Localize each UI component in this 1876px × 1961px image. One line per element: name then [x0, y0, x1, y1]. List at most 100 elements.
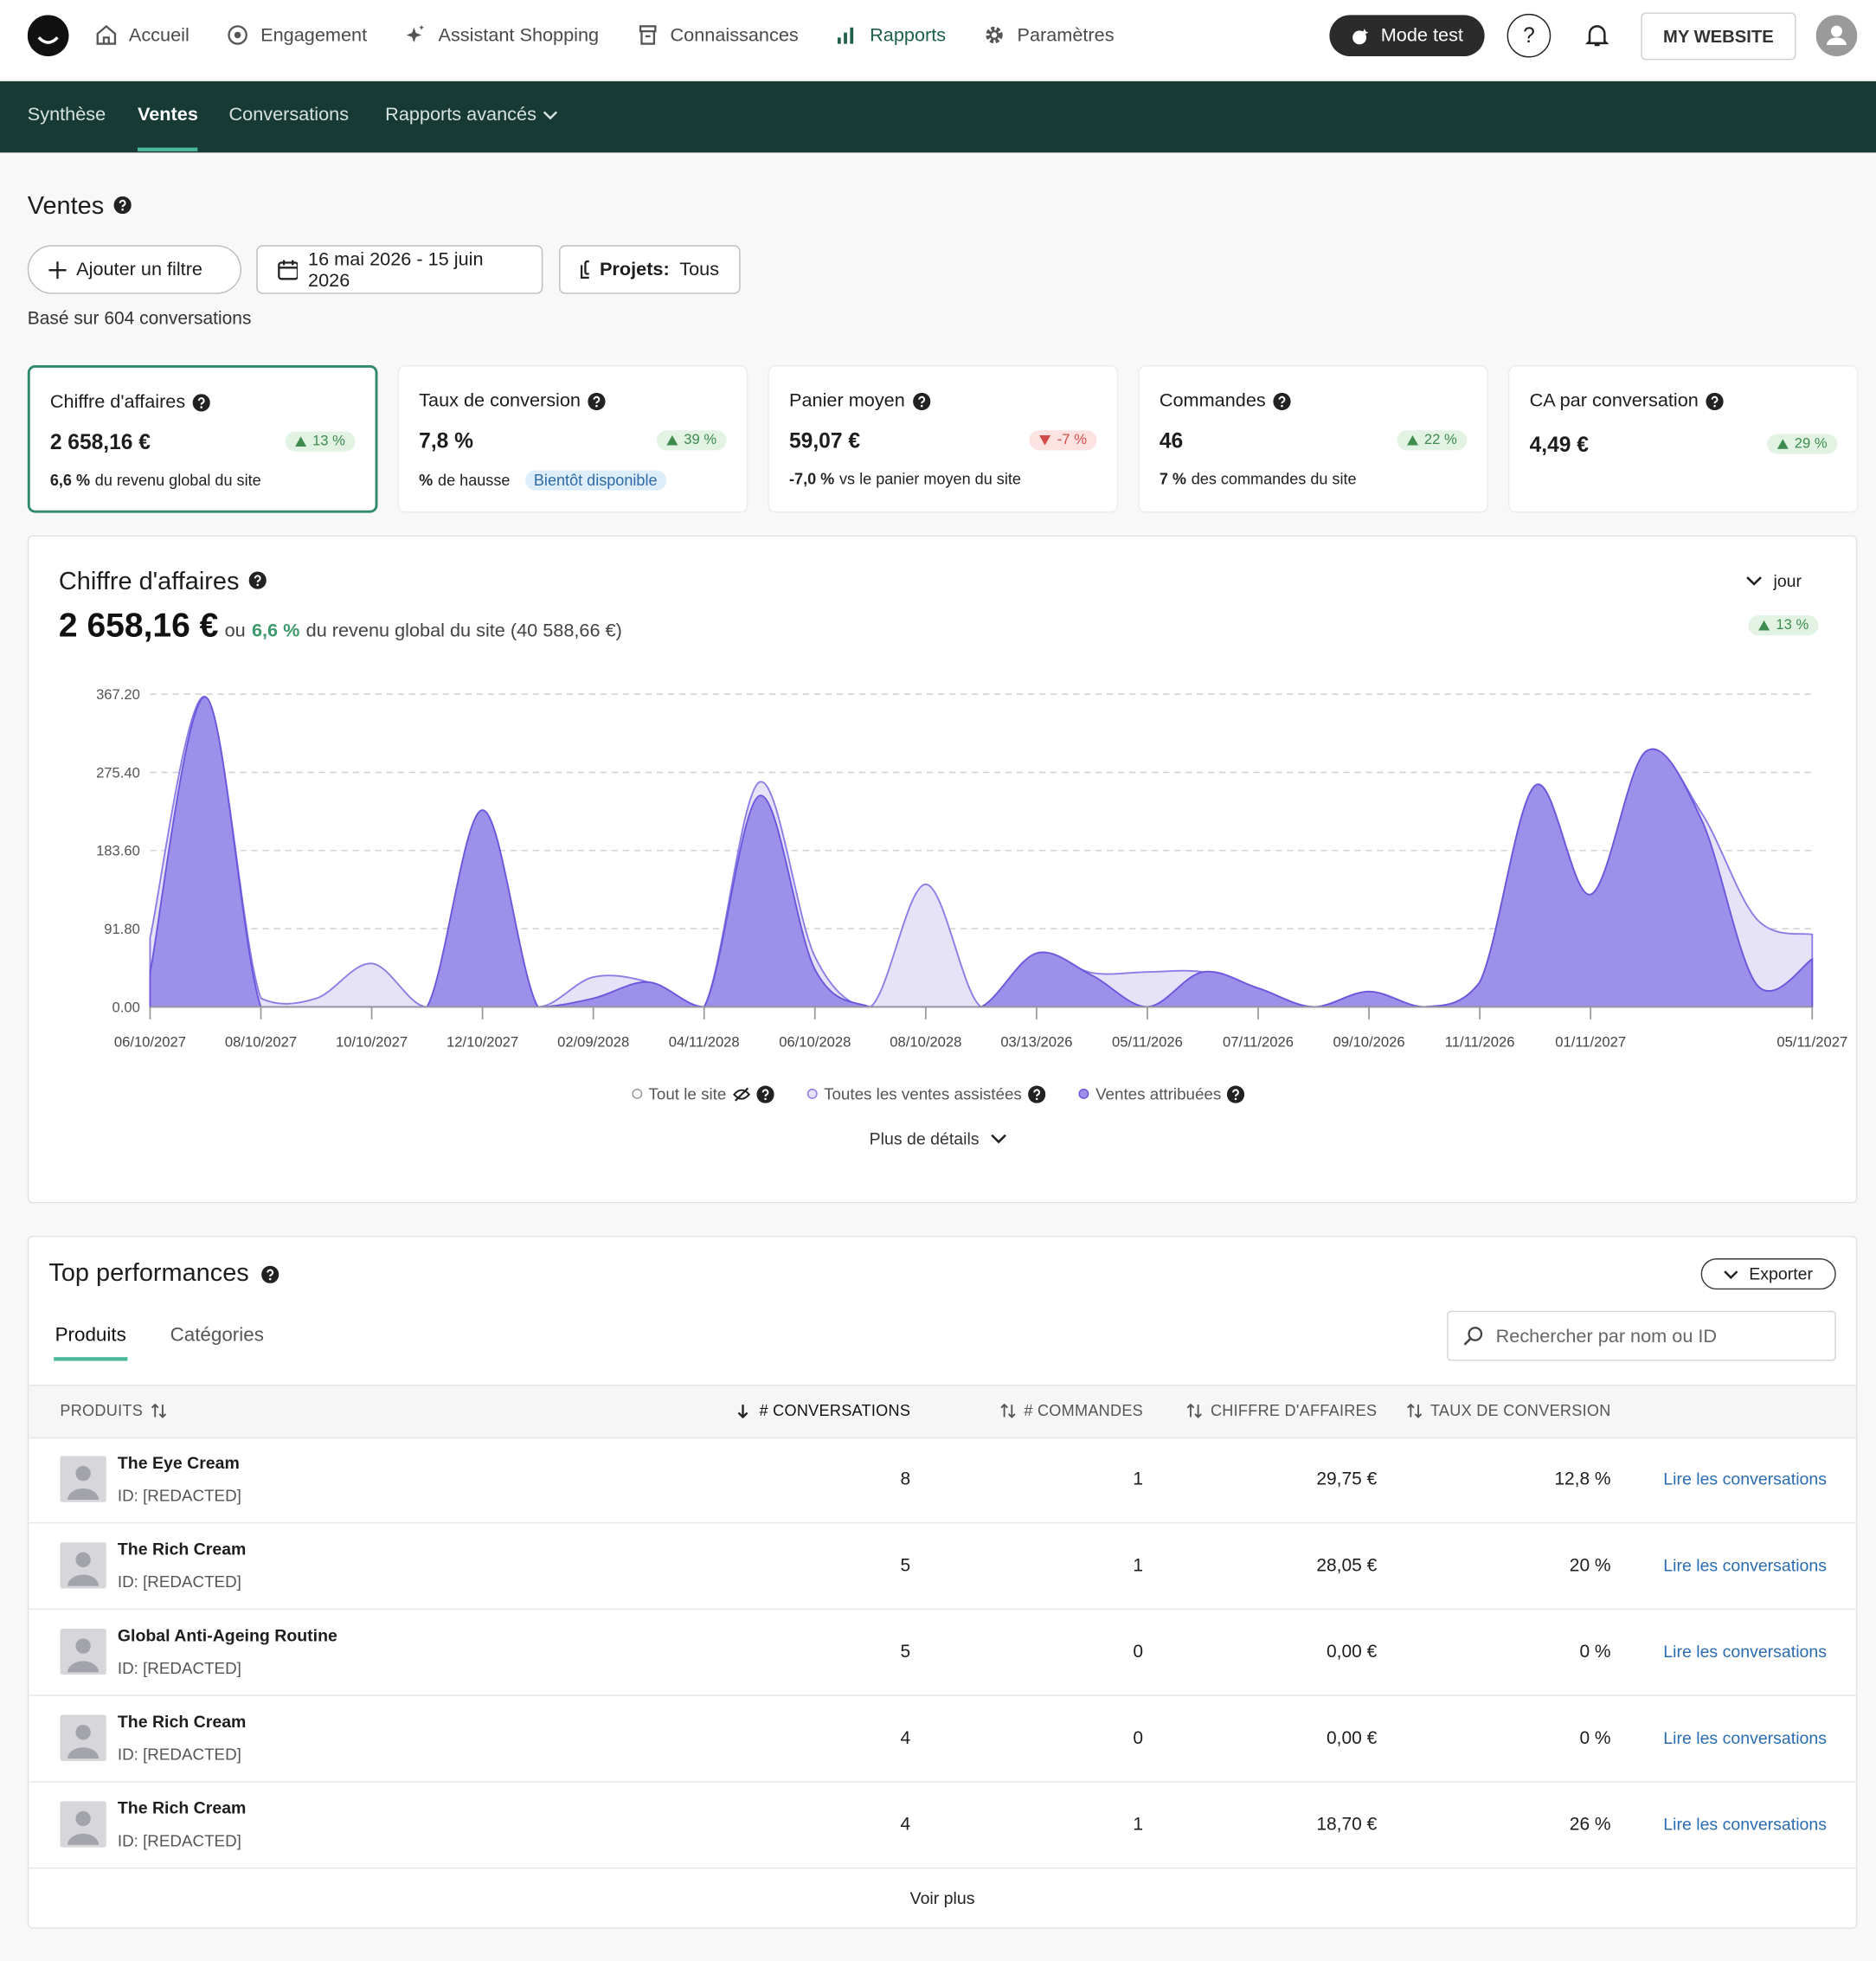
product-name: The Rich Cream — [117, 1712, 247, 1732]
help-icon — [1706, 392, 1724, 410]
tab[interactable]: Produits — [54, 1325, 128, 1361]
sub-nav: Synthèse Ventes Conversations Rapports avan… — [0, 80, 1876, 153]
nav-label: Connaissances — [670, 24, 799, 46]
kpi-note-text: vs le panier moyen du site — [839, 470, 1021, 488]
read-conversations-link[interactable]: Lire les conversations — [1663, 1815, 1828, 1834]
table-header-bg — [29, 1384, 1856, 1439]
kpi-value: 4,49 € — [1529, 433, 1589, 457]
chart-prefix: ou — [224, 620, 246, 642]
help-button[interactable]: ? — [1507, 13, 1552, 58]
tab[interactable]: Catégories — [170, 1324, 264, 1347]
user-avatar[interactable] — [1815, 15, 1858, 57]
help-icon — [1273, 392, 1291, 410]
column-header[interactable]: # COMMANDES — [999, 1385, 1144, 1436]
see-more[interactable]: Voir plus — [909, 1888, 975, 1908]
column-header[interactable]: TAUX DE CONVERSION — [1406, 1385, 1610, 1436]
kpi-change-text: -7 % — [1057, 433, 1087, 448]
product-id: ID: [REDACTED] — [117, 1830, 241, 1850]
chevron — [1724, 1270, 1739, 1279]
product-thumbnail — [60, 1801, 106, 1848]
product-thumbnail — [60, 1542, 106, 1589]
logo[interactable] — [27, 15, 69, 57]
granularity-select[interactable]: jour — [1746, 572, 1802, 590]
kpi-value: 7,8 % — [419, 428, 474, 453]
column-label: # COMMANDES — [1024, 1401, 1144, 1419]
subnav-item[interactable]: Synthèse — [28, 104, 106, 125]
x-tick-label: 06/10/2027 — [114, 1034, 186, 1051]
legend-item[interactable]: Ventes attribuées — [1078, 1084, 1245, 1103]
subnav-item[interactable]: Conversations — [228, 104, 349, 125]
search-placeholder: Rechercher par nom ou ID — [1495, 1325, 1718, 1347]
row-divider — [29, 1694, 1856, 1696]
nav-item[interactable]: Assistant Shopping — [404, 23, 599, 46]
chart-change-badge: 13 % — [1748, 615, 1819, 636]
product-thumbnail — [60, 1714, 106, 1762]
kpi-card[interactable]: Chiffre d'affaires 2 658,16 € 13 % 6,6 % du … — [27, 365, 378, 513]
kpi-card[interactable]: CA par conversation 4,49 € 29 % — [1508, 365, 1859, 513]
kpi-note: 7 % des commandes du site — [1160, 470, 1357, 487]
read-conversations-link[interactable]: Lire les conversations — [1663, 1642, 1828, 1662]
kpi-card[interactable]: Commandes 46 22 % 7 % des commandes du site — [1138, 365, 1488, 513]
kpi-card[interactable]: Panier moyen 59,07 € -7 % -7,0 % vs le panie… — [768, 365, 1119, 513]
nav-icon — [407, 24, 425, 43]
read-conversations-link[interactable]: Lire les conversations — [1663, 1469, 1828, 1488]
date-range-button[interactable]: 16 mai 2026 - 15 juin 2026 — [256, 245, 543, 294]
subnav-label: Conversations — [228, 103, 350, 125]
cell-conversations: 4 — [900, 1728, 911, 1749]
read-conversations-link[interactable]: Lire les conversations — [1663, 1728, 1828, 1748]
y-tick-label: 183.60 — [96, 843, 140, 859]
kpi-change: 13 % — [285, 431, 356, 452]
cell-revenue: 0,00 € — [1327, 1642, 1378, 1662]
read-conversations-link[interactable]: Lire les conversations — [1663, 1555, 1828, 1575]
legend-item[interactable]: Toutes les ventes assistées — [806, 1084, 1046, 1103]
kpi-change: 29 % — [1766, 434, 1838, 454]
x-tick-label: 10/10/2027 — [336, 1034, 408, 1051]
subnav-label: Ventes — [137, 103, 198, 125]
product-thumbnail — [60, 1628, 106, 1675]
export-button[interactable]: Exporter — [1700, 1258, 1836, 1290]
trend-arrow — [666, 434, 678, 446]
trend-arrow — [1776, 439, 1789, 449]
add-filter-label: Ajouter un filtre — [76, 259, 202, 280]
sort-icon — [1406, 1403, 1422, 1418]
kpi-change: 22 % — [1397, 430, 1468, 451]
website-button[interactable]: MY WEBSITE — [1641, 12, 1796, 61]
projects-button[interactable]: Projets: Tous — [559, 245, 741, 294]
date-range: 16 mai 2026 - 15 juin 2026 — [308, 248, 484, 292]
column-header[interactable]: # CONVERSATIONS — [736, 1385, 910, 1436]
kpi-note-strong: 6,6 % — [49, 471, 91, 490]
trend-arrow — [294, 436, 306, 447]
more-details[interactable]: Plus de détails — [0, 1129, 1876, 1148]
column-header[interactable]: PRODUITS — [60, 1385, 167, 1436]
projects-value: Tous — [679, 259, 720, 280]
search-box[interactable]: Rechercher par nom ou ID — [1447, 1310, 1836, 1361]
kpi-note-strong: 7 % — [1159, 470, 1186, 488]
column-header[interactable]: CHIFFRE D'AFFAIRES — [1186, 1385, 1377, 1436]
nav-item[interactable]: Accueil — [95, 23, 190, 46]
nav-label: Assistant Shopping — [438, 24, 600, 46]
cell-orders: 1 — [1133, 1815, 1144, 1836]
more-details-label: Plus de détails — [869, 1129, 980, 1148]
top-performances-card: Top performances Exporter Produits Catégori… — [27, 1235, 1858, 1929]
chart-card-title: Chiffre d'affaires — [58, 568, 240, 595]
nav-item[interactable]: Connaissances — [636, 23, 799, 46]
notifications-icon[interactable] — [1584, 22, 1611, 49]
nav-item[interactable]: Rapports — [836, 23, 946, 46]
subnav-item[interactable]: Rapports avancés — [385, 104, 557, 125]
sort-icon — [737, 1404, 748, 1418]
add-filter-button[interactable]: Ajouter un filtre — [27, 245, 241, 294]
subnav-item[interactable]: Ventes — [137, 103, 199, 151]
product-name: Global Anti-Ageing Routine — [117, 1625, 337, 1645]
kpi-card[interactable]: Taux de conversion 7,8 % 39 %% de hausse Bie… — [397, 365, 748, 513]
product-id: ID: [REDACTED] — [117, 1745, 241, 1764]
kpi-note: -7,0 % vs le panier moyen du site — [789, 470, 1021, 487]
mode-test-button[interactable]: Mode test — [1329, 15, 1485, 57]
kpi-title: Commandes — [1160, 390, 1291, 412]
nav-item[interactable]: Engagement — [227, 23, 367, 46]
nav-item[interactable]: Paramètres — [983, 23, 1115, 46]
trend-arrow — [1406, 434, 1418, 446]
kpi-note: 6,6 % du revenu global du site — [50, 472, 261, 489]
legend-item[interactable]: Tout le site — [631, 1084, 774, 1103]
